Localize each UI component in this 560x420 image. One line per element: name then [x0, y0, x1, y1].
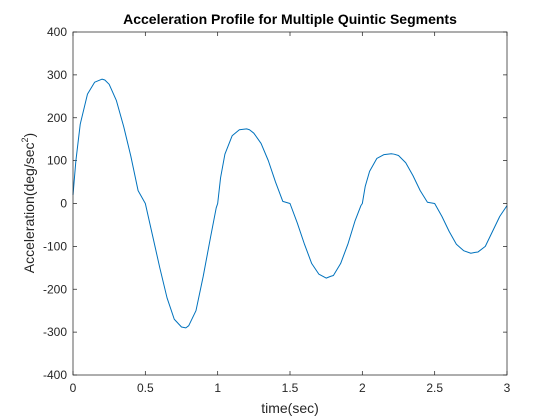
- x-axis-label: time(sec): [261, 400, 319, 416]
- x-tick-label: 0: [70, 381, 77, 395]
- acceleration-line: [72, 78, 508, 329]
- y-tick-label: 200: [47, 111, 67, 125]
- y-tick-label: -100: [43, 239, 67, 253]
- plot-frame: [72, 31, 508, 376]
- x-tick-label: 1.5: [282, 381, 299, 395]
- y-tick-label: 300: [47, 68, 67, 82]
- y-tick-label: 0: [60, 197, 67, 211]
- x-tick-label: 2: [359, 381, 366, 395]
- x-tick-label: 1: [214, 381, 221, 395]
- x-tick-label: 2.5: [426, 381, 443, 395]
- x-tick-label: 3: [504, 381, 511, 395]
- chart-title: Acceleration Profile for Multiple Quinti…: [123, 11, 457, 27]
- y-tick-label: 100: [47, 154, 67, 168]
- y-axis-label-superscript: 2: [20, 137, 30, 142]
- y-tick-label: -400: [43, 368, 67, 382]
- y-axis-label: Acceleration(deg/sec2): [20, 133, 37, 273]
- y-tick-label: -300: [43, 325, 67, 339]
- y-axis-label-main: Acceleration(deg/sec: [21, 142, 37, 273]
- x-tick-label: 0.5: [137, 381, 154, 395]
- y-axis-label-suffix: ): [21, 133, 37, 138]
- y-tick-label: 400: [47, 25, 67, 39]
- x-tick-labels: 0 0.5 1 1.5 2 2.5 3: [70, 381, 511, 395]
- y-tick-labels: -400 -300 -200 -100 0 100 200 300 400: [43, 25, 67, 382]
- y-tick-label: -200: [43, 282, 67, 296]
